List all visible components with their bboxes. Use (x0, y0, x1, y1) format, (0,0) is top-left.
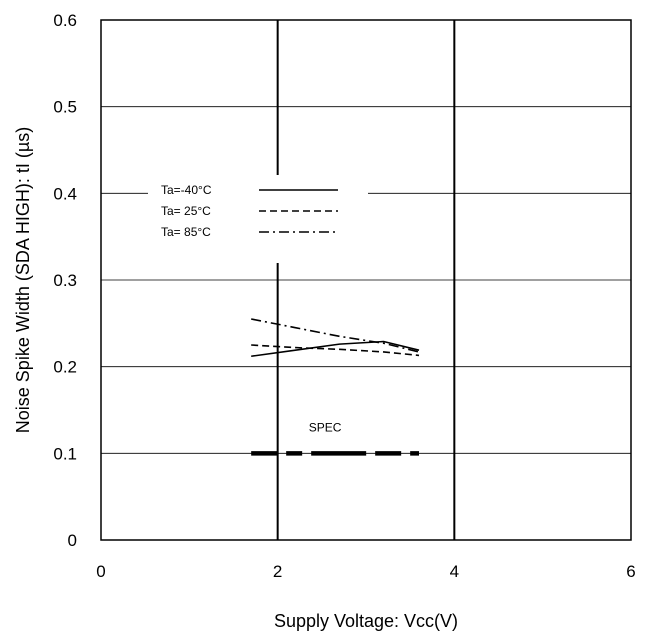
y-tick-label: 0.1 (53, 444, 77, 463)
y-tick-label: 0 (68, 531, 77, 550)
x-tick-label: 6 (626, 562, 635, 581)
legend: Ta=-40°C Ta= 25°C Ta= 85°C (148, 175, 368, 263)
series-line-2 (251, 318, 420, 353)
spec-label: SPEC (309, 420, 342, 434)
y-tick-label: 0.4 (53, 184, 77, 203)
x-axis-title: Supply Voltage: Vcc(V) (274, 611, 458, 631)
y-tick-label: 0.3 (53, 271, 77, 290)
grid-lines (101, 20, 631, 540)
y-tick-label: 0.6 (53, 11, 77, 30)
x-tick-label: 2 (273, 562, 282, 581)
x-tick-label: 0 (96, 562, 105, 581)
legend-label-0: Ta=-40°C (161, 183, 212, 197)
y-tick-label: 0.5 (53, 98, 77, 117)
y-axis-title: Noise Spike Width (SDA HIGH): tI (µs) (13, 127, 33, 433)
x-tick-label: 4 (450, 562, 459, 581)
y-tick-label: 0.2 (53, 358, 77, 377)
annotation-group: SPEC (251, 420, 419, 456)
plot-frame (100, 19, 632, 541)
legend-label-1: Ta= 25°C (161, 204, 211, 218)
series-group (251, 318, 420, 358)
series-line-0 (251, 340, 420, 358)
tick-labels: 0 2 4 6 0 0.1 0.2 0.3 0.4 0.5 0.6 (53, 11, 635, 581)
legend-label-2: Ta= 85°C (161, 225, 211, 239)
series-line-1 (251, 344, 420, 357)
